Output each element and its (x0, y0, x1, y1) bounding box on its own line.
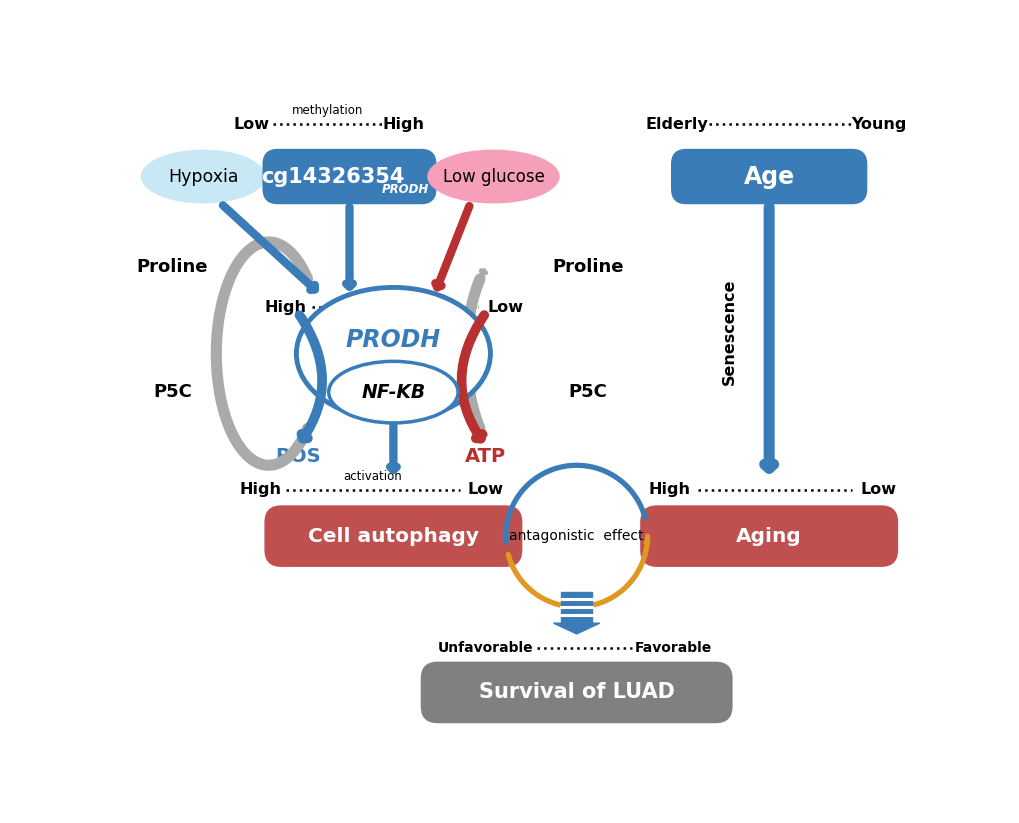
Text: High: High (264, 300, 307, 315)
Text: antagonistic  effect: antagonistic effect (508, 529, 643, 543)
Text: cg14326354: cg14326354 (261, 166, 404, 187)
Text: Low: Low (468, 482, 503, 497)
Text: Proline: Proline (137, 258, 208, 276)
Text: activation: activation (342, 470, 401, 483)
Text: High: High (239, 482, 281, 497)
Text: Age: Age (743, 165, 794, 188)
Text: Aging: Aging (736, 527, 801, 546)
FancyBboxPatch shape (671, 149, 866, 204)
Text: High: High (382, 117, 424, 132)
Text: PRODH: PRODH (345, 328, 440, 351)
Text: PRODH: PRODH (381, 184, 428, 196)
Text: Favorable: Favorable (634, 641, 711, 655)
Text: Senescence: Senescence (720, 279, 736, 385)
Polygon shape (560, 592, 591, 623)
Text: expression: expression (363, 287, 426, 300)
Ellipse shape (297, 287, 490, 420)
Text: Low: Low (860, 482, 896, 497)
Text: Hypoxia: Hypoxia (168, 168, 238, 185)
FancyBboxPatch shape (420, 662, 732, 723)
Text: NF-KB: NF-KB (361, 383, 425, 402)
Text: Low glucose: Low glucose (442, 168, 544, 185)
FancyBboxPatch shape (264, 505, 522, 567)
Text: Proline: Proline (552, 258, 624, 276)
Polygon shape (553, 623, 599, 634)
Ellipse shape (141, 150, 265, 203)
Text: P5C: P5C (569, 384, 607, 401)
Ellipse shape (328, 361, 458, 423)
Text: High: High (647, 482, 690, 497)
Text: P5C: P5C (153, 384, 192, 401)
FancyBboxPatch shape (262, 149, 436, 204)
Text: Elderly: Elderly (645, 117, 707, 132)
Text: methylation: methylation (292, 105, 363, 117)
Text: Cell autophagy: Cell autophagy (308, 527, 479, 546)
FancyBboxPatch shape (640, 505, 898, 567)
Text: Low: Low (233, 117, 269, 132)
Text: ROS: ROS (275, 448, 320, 467)
Text: ATP: ATP (465, 448, 505, 467)
Text: Young: Young (850, 117, 905, 132)
Text: Survival of LUAD: Survival of LUAD (478, 682, 674, 702)
Text: Unfavorable: Unfavorable (437, 641, 533, 655)
Ellipse shape (427, 150, 559, 203)
Text: Low: Low (487, 300, 524, 315)
